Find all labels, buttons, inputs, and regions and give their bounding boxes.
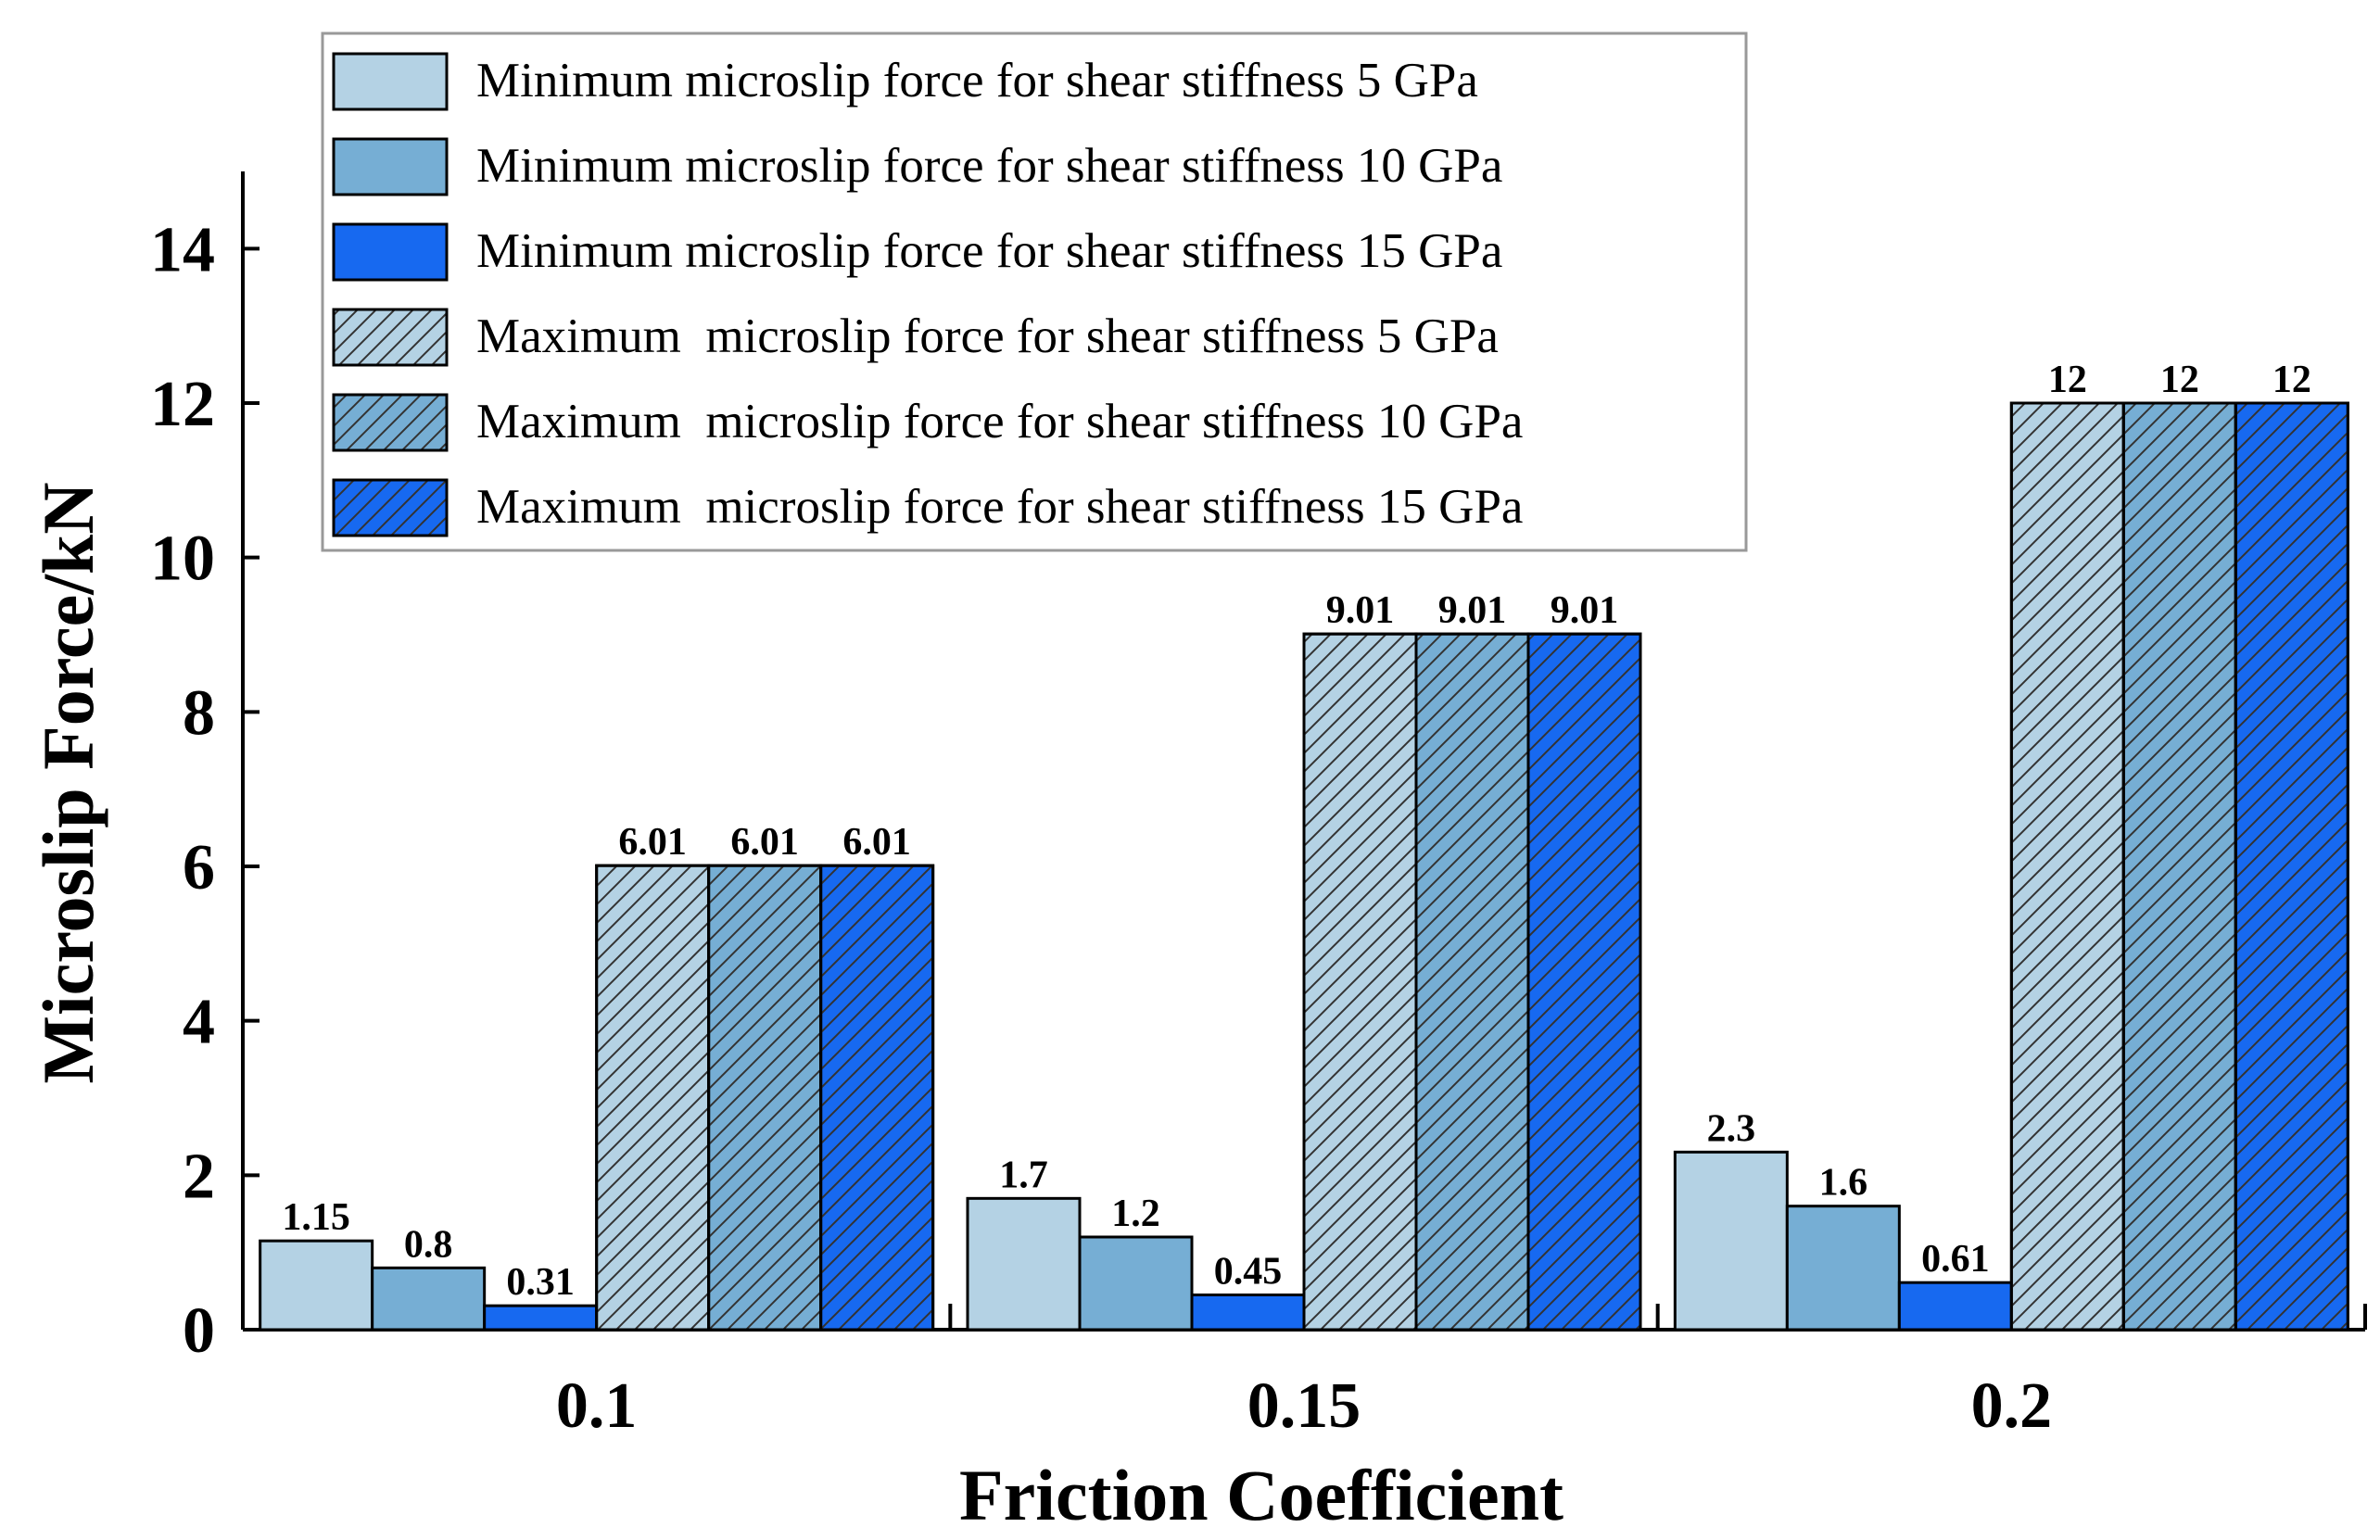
y-tick-label: 4	[183, 987, 215, 1058]
data-label: 2.3	[1707, 1107, 1756, 1150]
data-label: 0.31	[506, 1261, 575, 1304]
data-label: 1.2	[1111, 1193, 1160, 1235]
x-tick-label: 0.15	[1247, 1370, 1361, 1442]
bar-hatch	[707, 864, 823, 1332]
bar	[1785, 1205, 1901, 1332]
legend-label: Maximum microslip force for shear stiffn…	[476, 395, 1523, 448]
bar	[1897, 1281, 2013, 1332]
legend-label: Minimum microslip force for shear stiffn…	[476, 224, 1502, 278]
x-axis-title: Friction Coefficient	[959, 1455, 1563, 1535]
data-label: 6.01	[842, 821, 911, 864]
data-label: 12	[2272, 359, 2311, 401]
bar-hatch	[1526, 632, 1642, 1332]
bar-hatch	[2121, 401, 2237, 1332]
legend-swatch	[332, 222, 449, 282]
data-labels: 1.15 0.8 0.31 6.01 6.01 6.01 1.7 1.2 0.45 9.01 9.0…	[282, 359, 2310, 1304]
y-axis-title: Microslip Force/kN	[28, 482, 108, 1083]
bar	[483, 1304, 599, 1332]
legend-box	[321, 32, 1748, 552]
data-label: 9.01	[1551, 589, 1619, 632]
bar-hatch	[2009, 401, 2125, 1332]
legend-label: Minimum microslip force for shear stiffn…	[476, 54, 1478, 107]
data-label: 6.01	[730, 821, 799, 864]
legend-swatch	[332, 137, 449, 196]
y-tick-label: 2	[183, 1141, 215, 1212]
data-label: 0.45	[1214, 1251, 1283, 1294]
bar-hatch	[819, 864, 935, 1332]
data-label: 0.61	[1921, 1238, 1990, 1281]
legend-swatch	[332, 52, 449, 111]
bar	[1190, 1294, 1306, 1332]
x-tick-label: 0.2	[1971, 1370, 2053, 1442]
y-tick-label: 12	[150, 369, 215, 440]
data-label: 1.6	[1819, 1162, 1868, 1205]
bar	[371, 1266, 487, 1332]
data-label: 6.01	[618, 821, 687, 864]
bar	[966, 1196, 1082, 1332]
legend-label: Minimum microslip force for shear stiffn…	[476, 139, 1502, 193]
x-tick-label: 0.1	[556, 1370, 638, 1442]
data-label: 9.01	[1326, 589, 1395, 632]
bar-hatch	[595, 864, 711, 1332]
legend-swatch-hatch	[332, 478, 449, 537]
legend-label: Maximum microslip force for shear stiffn…	[476, 480, 1523, 534]
data-label: 12	[2048, 359, 2087, 401]
bars	[259, 401, 2349, 1332]
bar-hatch	[2234, 401, 2349, 1332]
data-label: 9.01	[1438, 589, 1507, 632]
y-tick-label: 8	[183, 677, 215, 749]
legend-swatch-hatch	[332, 308, 449, 367]
data-label: 1.7	[999, 1154, 1048, 1196]
bar	[259, 1239, 374, 1332]
data-label: 1.15	[282, 1196, 350, 1239]
legend: Minimum microslip force for shear stiffn…	[321, 32, 1748, 552]
legend-swatch-hatch	[332, 393, 449, 452]
y-tick-label: 10	[150, 524, 215, 595]
data-label: 12	[2160, 359, 2199, 401]
y-tick-label: 0	[183, 1295, 215, 1367]
bar	[1673, 1150, 1789, 1332]
axes: 0 2 4 6 8 10 12 14 0.1 0.15 0.2	[150, 171, 2367, 1442]
bar-hatch	[1302, 632, 1418, 1332]
bar	[1078, 1235, 1194, 1332]
legend-label: Maximum microslip force for shear stiffn…	[476, 309, 1499, 363]
bar-hatch	[1414, 632, 1530, 1332]
y-tick-label: 6	[183, 832, 215, 903]
y-tick-label: 14	[150, 214, 215, 285]
data-label: 0.8	[404, 1223, 453, 1266]
